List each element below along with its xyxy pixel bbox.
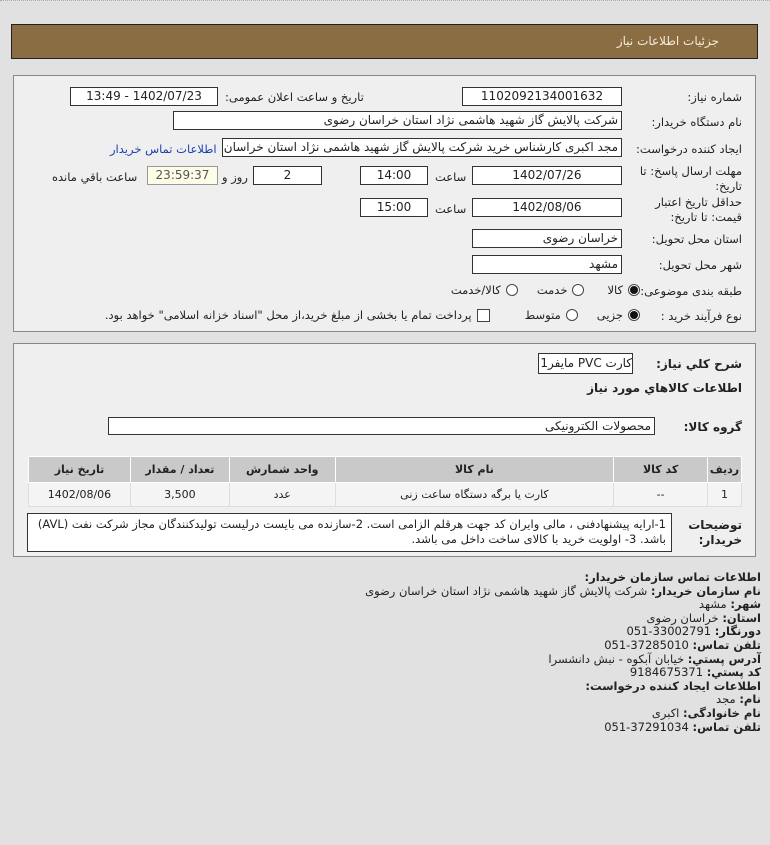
radio-goods-service-label: کالا/خدمت: [450, 283, 501, 297]
cell-unit: عدد: [228, 482, 336, 507]
phone-label: تلفن تماس:: [692, 637, 761, 652]
name-label: نام:: [739, 692, 761, 707]
days-label: روز و: [222, 170, 248, 184]
contact-info: اطلاعات تماس سازمان خریدار: نام سازمان خ…: [365, 570, 761, 734]
radio-goods[interactable]: [628, 284, 640, 296]
table-row: 1 -- کارت یا برگه دستگاه ساعت زنی عدد 3,…: [28, 482, 742, 507]
province-label: استان محل تحویل:: [651, 232, 742, 246]
need-number-field[interactable]: 1102092134001632: [462, 87, 622, 106]
buyer-label: نام دستگاه خریدار:: [651, 115, 742, 129]
fax-value: 33002791-051: [626, 624, 712, 639]
city-value: مشهد: [698, 597, 727, 612]
treasury-checkbox[interactable]: [476, 308, 490, 322]
deadline-date-field[interactable]: 1402/07/26: [472, 166, 622, 185]
address-label: آدرس پستي:: [687, 651, 761, 666]
payment-note: پرداخت تمام یا بخشی از مبلغ خرید،از محل …: [104, 308, 472, 322]
col-date: تاریخ نیاز: [28, 456, 131, 483]
validity-time-field[interactable]: 15:00: [360, 198, 428, 217]
days-field[interactable]: 2: [253, 166, 322, 185]
col-qty: تعداد / مقدار: [129, 456, 230, 483]
remaining-label: ساعت باقي مانده: [52, 170, 138, 184]
city-label: شهر محل تحویل:: [658, 258, 742, 272]
process-label: نوع فرآیند خرید :: [660, 309, 742, 323]
radio-medium-label: متوسط: [524, 308, 561, 322]
family-label: نام خانوادگی:: [683, 705, 761, 720]
page-header: جزئیات اطلاعات نیاز: [11, 24, 758, 59]
summary-label: شرح کلي نياز:: [656, 357, 742, 371]
province-label: استان:: [722, 610, 761, 625]
announce-field[interactable]: 1402/07/23 - 13:49: [70, 87, 218, 106]
radio-goods-label: کالا: [607, 283, 623, 297]
buyer-contact-link[interactable]: اطلاعات تماس خریدار: [110, 142, 217, 156]
announce-label: تاریخ و ساعت اعلان عمومی:: [225, 90, 364, 104]
city-field[interactable]: مشهد: [472, 255, 622, 274]
radio-service[interactable]: [572, 284, 585, 296]
creator-phone-value: 37291034-051: [604, 719, 689, 734]
goods-table: ردیف کد کالا نام کالا واحد شمارش تعداد /…: [28, 456, 742, 507]
category-radio-group: کالا خدمت کالا/خدمت: [451, 283, 640, 297]
notes-field: 1-ارایه پیشنهادفنی ، مالی وایران کد جهت …: [27, 513, 672, 552]
validity-time-label: ساعت: [435, 202, 467, 216]
validity-date-field[interactable]: 1402/08/06: [472, 198, 622, 217]
creator-phone-label: تلفن تماس:: [692, 719, 761, 734]
radio-medium[interactable]: [565, 309, 578, 321]
creator-title: اطلاعات ایجاد کننده درخواست:: [585, 678, 761, 693]
phone-value: 37285010-051: [604, 637, 689, 652]
province-field[interactable]: خراسان رضوی: [472, 229, 622, 248]
family-value: اکبری: [651, 705, 680, 720]
col-name: نام کالا: [334, 456, 615, 483]
radio-goods-service[interactable]: [505, 284, 518, 296]
radio-service-label: خدمت: [536, 283, 568, 297]
name-value: مجد: [716, 692, 736, 707]
province-value: خراسان رضوی: [646, 610, 719, 625]
group-field: محصولات الکترونیکی: [108, 417, 655, 435]
group-label: گروه کالا:: [683, 420, 742, 434]
org-value: شرکت پالایش گاز شهید هاشمی نژاد استان خر…: [365, 583, 648, 598]
creator-label: ایجاد کننده درخواست:: [636, 142, 742, 156]
cell-row: 1: [707, 482, 742, 507]
contact-title: اطلاعات تماس سازمان خریدار:: [584, 570, 761, 584]
fax-label: دورنگار:: [714, 624, 761, 639]
address-value: خیابان آبکوه - نبش دانشسرا: [548, 651, 685, 666]
org-label: نام سازمان خریدار:: [650, 583, 761, 598]
cell-qty: 3,500: [129, 482, 230, 507]
radio-minor[interactable]: [628, 309, 640, 321]
cell-name: کارت یا برگه دستگاه ساعت زنی: [334, 482, 615, 507]
creator-field[interactable]: مجد اکبری کارشناس خرید شرکت پالایش گاز ش…: [222, 138, 622, 157]
table-header-row: ردیف کد کالا نام کالا واحد شمارش تعداد /…: [28, 456, 742, 483]
process-radio-group: جزیی متوسط پرداخت تمام یا بخشی از مبلغ خ…: [105, 308, 640, 322]
goods-title: اطلاعات کالاهاي مورد نياز: [587, 381, 742, 395]
summary-field: کارت PVC مایفر1 kb: [538, 353, 633, 374]
postal-label: کد پستي:: [706, 665, 761, 680]
city-label: شهر:: [730, 597, 761, 612]
deadline-time-field[interactable]: 14:00: [360, 166, 428, 185]
deadline-label: مهلت ارسال پاسخ: تا تاریخ:: [639, 164, 742, 193]
col-code: کد کالا: [613, 456, 709, 483]
notes-label: توضیحات خریدار:: [688, 518, 742, 547]
radio-minor-label: جزیی: [596, 308, 623, 322]
postal-value: 9184675371: [629, 665, 704, 680]
deadline-time-label: ساعت: [435, 170, 467, 184]
buyer-field[interactable]: شرکت پالایش گاز شهید هاشمی نژاد استان خر…: [173, 111, 622, 130]
cell-code: --: [613, 482, 709, 507]
col-row: ردیف: [707, 456, 742, 483]
remaining-time-field: 23:59:37: [147, 166, 218, 185]
col-unit: واحد شمارش: [228, 456, 336, 483]
need-number-label: شماره نیاز:: [687, 90, 742, 104]
category-label: طبقه بندی موضوعی:: [640, 284, 742, 298]
cell-date: 1402/08/06: [28, 482, 131, 507]
validity-label: حداقل تاریخ اعتبار قیمت: تا تاریخ:: [655, 195, 742, 224]
